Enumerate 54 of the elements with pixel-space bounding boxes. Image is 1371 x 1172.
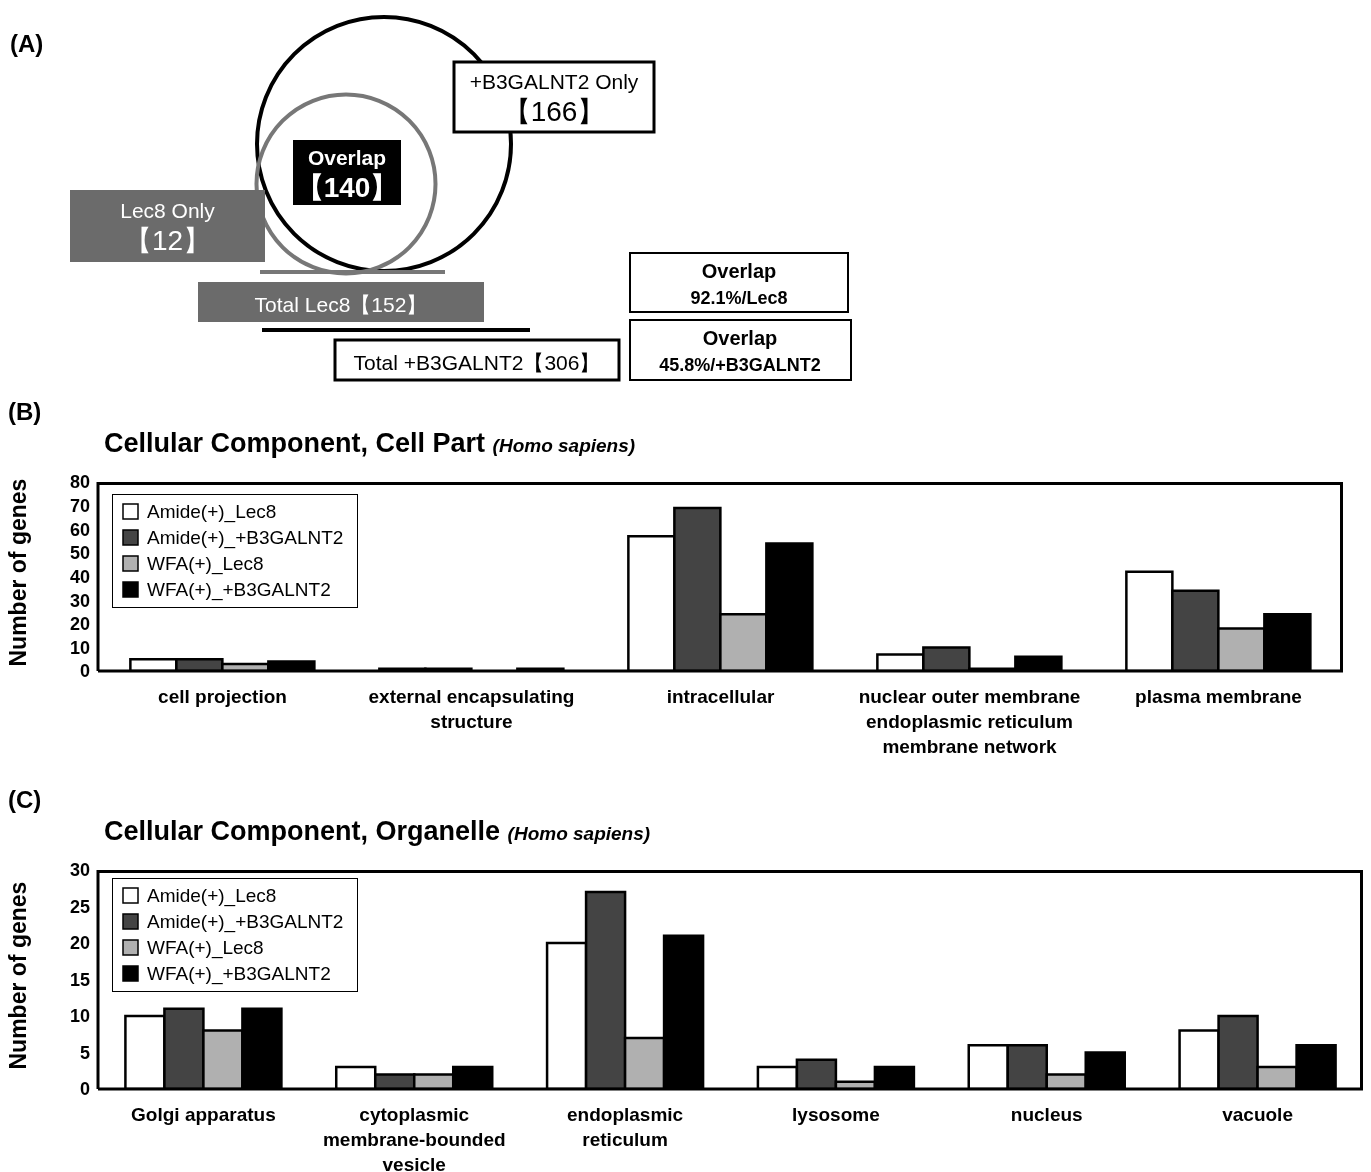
x-tick-label: nucleus	[1010, 1104, 1083, 1125]
y-tick-label: 30	[69, 860, 90, 881]
text: Overlap 92.1%/Lec8	[690, 260, 788, 308]
y-tick-label: 0	[79, 661, 90, 682]
x-tick-label: lysosome	[792, 1104, 880, 1125]
x-tick-label: endoplasmic reticulum	[567, 1104, 684, 1150]
x-tick-label: Golgi apparatus	[131, 1104, 276, 1125]
category-label: Lec8 Only	[120, 199, 216, 222]
x-tick-label: nuclear outer membrane endoplasmic reticulum membrane network	[858, 686, 1081, 757]
legend-label: Amide(+)_Lec8	[147, 501, 277, 523]
y-tick-label: 10	[69, 637, 90, 658]
y-tick-label: 70	[69, 496, 90, 517]
chart-title: Cellular Component, Cell Part	[104, 428, 486, 458]
text: Overlap 45.8%/+B3GALNT2	[659, 327, 821, 375]
category-label: Overlap	[307, 145, 387, 169]
y-axis-title: Number of genes	[5, 478, 32, 667]
legend-label: Amide(+)_Lec8	[147, 885, 277, 907]
chart-subtitle: (Homo sapiens)	[492, 435, 636, 456]
text: (C)	[8, 786, 43, 815]
legend-label: WFA(+)_+B3GALNT2	[147, 579, 331, 601]
y-tick-label: 15	[69, 969, 90, 990]
text: Total +B3GALNT2【306】	[353, 351, 601, 374]
y-tick-label: 60	[69, 519, 90, 540]
legend-label: WFA(+)_Lec8	[147, 553, 264, 575]
data-label: 【12】	[123, 225, 212, 256]
y-tick-label: 10	[69, 1006, 90, 1027]
x-tick-label: cytoplasmic membrane-bounded vesicle	[322, 1104, 506, 1172]
x-tick-label: intracellular	[666, 686, 775, 707]
y-tick-label: 0	[79, 1079, 90, 1100]
legend-label: WFA(+)_Lec8	[147, 937, 264, 959]
text: Total Lec8【152】	[254, 293, 428, 316]
y-axis-title: Number of genes	[5, 881, 32, 1070]
category-label: +B3GALNT2 Only	[469, 70, 639, 93]
data-label: 【166】	[502, 96, 606, 127]
chart-subtitle: (Homo sapiens)	[507, 823, 651, 844]
x-tick-label: plasma membrane	[1135, 686, 1302, 707]
y-tick-label: 25	[69, 896, 90, 917]
legend-label: Amide(+)_+B3GALNT2	[147, 911, 344, 933]
y-tick-label: 40	[69, 566, 90, 587]
legend-label: WFA(+)_+B3GALNT2	[147, 963, 331, 985]
x-tick-label: cell projection	[158, 686, 287, 707]
x-tick-label: vacuole	[1222, 1104, 1293, 1125]
y-tick-label: 5	[79, 1042, 90, 1063]
x-tick-label: external encapsulating structure	[368, 686, 575, 732]
y-tick-label: 30	[69, 590, 90, 611]
y-tick-label: 20	[69, 614, 90, 635]
legend-label: Amide(+)_+B3GALNT2	[147, 527, 344, 549]
text: (B)	[8, 398, 43, 427]
chart-title: Cellular Component, Organelle	[104, 816, 501, 846]
y-tick-label: 50	[69, 543, 90, 564]
text: (A)	[10, 30, 44, 58]
data-label: 【140】	[295, 171, 399, 203]
y-tick-label: 80	[69, 472, 90, 493]
y-tick-label: 20	[69, 933, 90, 954]
